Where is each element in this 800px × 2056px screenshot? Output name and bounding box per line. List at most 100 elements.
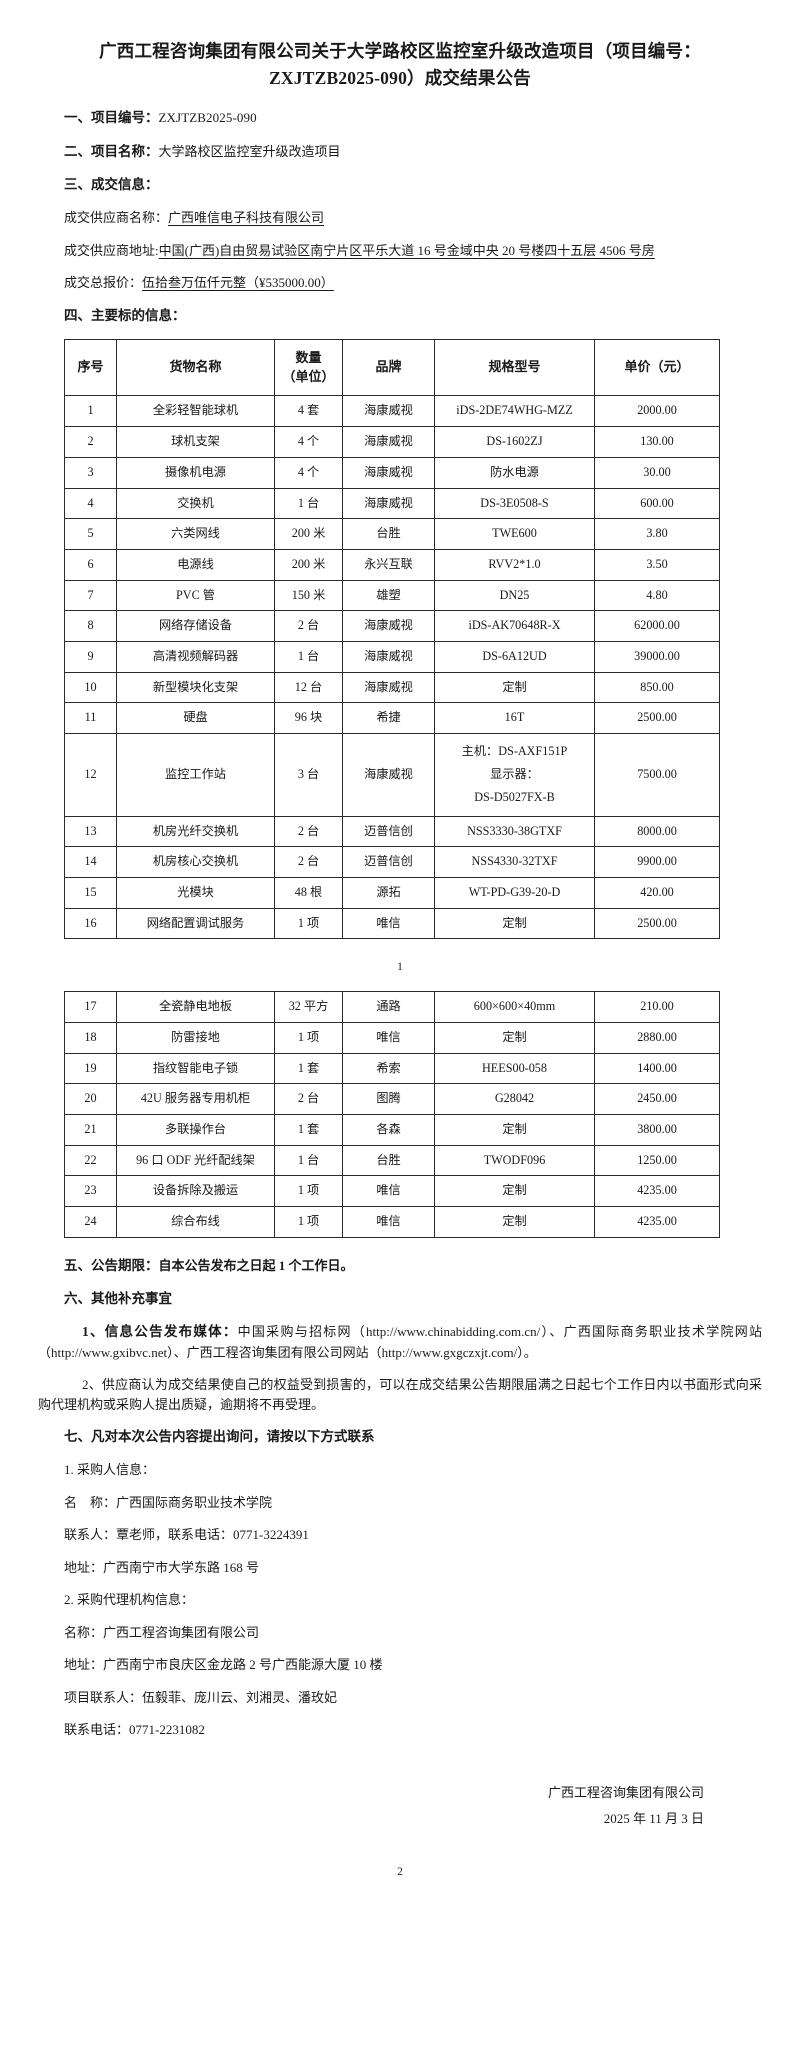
cell-spec: DS-6A12UD <box>434 640 595 673</box>
cell-no: 12 <box>64 733 117 817</box>
cell-name: 电源线 <box>116 548 275 581</box>
table-row: 15 光模块 48 根源拓 WT-PD-G39-20-D 420.00 <box>64 876 720 909</box>
supplier-address-line: 成交供应商地址:中国(广西)自由贸易试验区南宁片区平乐大道 16 号金域中央 2… <box>38 241 762 261</box>
cell-spec: TWE600 <box>434 518 595 550</box>
buyer-address-line: 地址：广西南宁市大学东路 168 号 <box>64 1559 260 1575</box>
agency-phone-line: 联系电话：0771-2231082 <box>64 1722 205 1738</box>
cell-name: 多联操作台 <box>116 1114 275 1146</box>
table-row: 4 交换机 1 台海康威视 DS-3E0508-S 600.00 <box>64 487 720 520</box>
cell-name: 全彩轻智能球机 <box>116 395 275 428</box>
table-row: 18 防雷接地 1 项唯信 定制 2880.00 <box>64 1021 720 1054</box>
buyer-name-label: 名 称： <box>64 1494 117 1510</box>
table-row: 8 网络存储设备 2 台海康威视 iDS-AK70648R-X 62000.00 <box>64 610 720 642</box>
supplier-name-label: 成交供应商名称： <box>64 210 169 225</box>
cell-brand: 唯信 <box>342 1021 435 1054</box>
announcement-period-text: 自本公告发布之日起 1 个工作日。 <box>158 1257 354 1273</box>
supplier-address-value: 中国(广西)自由贸易试验区南宁片区平乐大道 16 号金域中央 20 号楼四十五层… <box>158 242 655 258</box>
cell-brand: 台胜 <box>342 518 435 550</box>
table-row: 19 指纹智能电子锁 1 套希索 HEES00-058 1400.00 <box>64 1052 720 1085</box>
table-row: 10 新型模块化支架 12 台海康威视 定制 850.00 <box>64 671 720 704</box>
table-header-row: 序号 货物名称 数量 （单位） 品牌 规格型号 单价（元） <box>64 338 720 397</box>
signature-block: 广西工程咨询集团有限公司 2025 年 11 月 3 日 <box>38 1780 762 1832</box>
total-price-line: 成交总报价：伍拾叁万伍仟元整（¥535000.00） <box>38 273 762 293</box>
cell-price: 62000.00 <box>594 610 720 642</box>
cell-name: 综合布线 <box>116 1206 275 1238</box>
cell-qty: 200 米 <box>274 548 343 581</box>
total-price-label: 成交总报价： <box>64 275 143 290</box>
cell-spec: 定制 <box>434 907 595 940</box>
page-number-1: 1 <box>397 961 403 974</box>
table-row: 23 设备拆除及搬运 1 项唯信 定制 4235.00 <box>64 1175 720 1208</box>
supplier-name-line: 成交供应商名称：广西唯信电子科技有限公司 <box>38 208 762 228</box>
cell-brand: 迈普信创 <box>342 846 435 878</box>
table-row: 3 摄像机电源 4 个海康威视 防水电源 30.00 <box>64 456 720 489</box>
cell-no: 17 <box>64 991 117 1023</box>
table-row: 16 网络配置调试服务 1 项唯信 定制 2500.00 <box>64 907 720 940</box>
cell-brand: 唯信 <box>342 907 435 940</box>
cell-spec: 防水电源 <box>434 456 595 489</box>
cell-no: 20 <box>64 1083 117 1116</box>
project-number-value: ZXJTZB2025-090 <box>158 110 257 126</box>
cell-price: 850.00 <box>594 671 720 704</box>
cell-name: 机房核心交换机 <box>116 846 275 878</box>
project-name-value: 大学路校区监控室升级改造项目 <box>158 143 341 159</box>
project-name-line: 二、项目名称：大学路校区监控室升级改造项目 <box>38 142 762 162</box>
table-row: 20 42U 服务器专用机柜 2 台图腾 G28042 2450.00 <box>64 1083 720 1116</box>
cell-qty: 1 台 <box>274 487 343 520</box>
cell-spec-line: 显示器： <box>490 767 539 782</box>
cell-no: 4 <box>64 487 117 520</box>
header-no: 序号 <box>64 338 117 397</box>
cell-name: PVC 管 <box>116 579 275 612</box>
cell-price: 4235.00 <box>594 1175 720 1208</box>
cell-brand: 希捷 <box>342 702 435 734</box>
table-row: 17 全瓷静电地板 32 平方 通路 600×600×40mm 210.00 <box>64 991 720 1023</box>
header-spec: 规格型号 <box>434 338 595 397</box>
agency-name-value: 广西工程咨询集团有限公司 <box>103 1624 260 1640</box>
project-number-line: 一、项目编号：ZXJTZB2025-090 <box>38 108 762 128</box>
announcement-period-label: 五、公告期限： <box>64 1257 159 1273</box>
cell-brand: 海康威视 <box>342 426 435 458</box>
cell-no: 1 <box>64 395 117 428</box>
cell-spec-line: 主机：DS-AXF151P <box>461 744 568 758</box>
cell-name: 网络配置调试服务 <box>116 907 275 940</box>
cell-brand: 海康威视 <box>342 610 435 642</box>
cell-price: 2880.00 <box>594 1021 720 1054</box>
cell-no: 19 <box>64 1052 117 1085</box>
cell-no: 15 <box>64 876 117 909</box>
signature-date: 2025 年 11 月 3 日 <box>603 1810 704 1826</box>
cell-qty: 4 个 <box>274 426 343 458</box>
cell-qty: 1 项 <box>274 907 343 940</box>
cell-name: 监控工作站 <box>116 733 275 817</box>
cell-no: 22 <box>64 1144 117 1177</box>
cell-name: 全瓷静电地板 <box>116 991 275 1023</box>
cell-qty: 4 套 <box>274 395 343 428</box>
challenge-policy-text: 2、供应商认为成交结果使自己的权益受到损害的，可以在成交结果公告期限届满之日起七… <box>38 1377 762 1412</box>
table-row: 12 监控工作站 3 台海康威视 主机：DS-AXF151P 显示器： DS-D5027F… <box>64 733 720 817</box>
table-row: 22 96 口 ODF 光纤配线架 1 台台胜 TWODF096 1250.00 <box>64 1144 720 1177</box>
cell-price: 39000.00 <box>594 640 720 673</box>
cell-no: 7 <box>64 579 117 612</box>
cell-qty: 1 项 <box>274 1021 343 1054</box>
cell-no: 23 <box>64 1175 117 1208</box>
cell-no: 6 <box>64 548 117 581</box>
cell-brand: 海康威视 <box>342 640 435 673</box>
cell-price: 2450.00 <box>594 1083 720 1116</box>
agency-subheading: 2. 采购代理机构信息： <box>64 1592 195 1608</box>
cell-qty: 2 台 <box>274 846 343 878</box>
cell-brand: 海康威视 <box>342 395 435 428</box>
cell-qty: 2 台 <box>274 610 343 642</box>
cell-spec: 定制 <box>434 1021 595 1054</box>
cell-price: 30.00 <box>594 456 720 489</box>
table-row: 14 机房核心交换机 2 台迈普信创 NSS4330-32TXF 9900.00 <box>64 846 720 878</box>
media-publication-label: 1、信息公告发布媒体： <box>82 1324 238 1340</box>
cell-no: 18 <box>64 1021 117 1054</box>
cell-no: 3 <box>64 456 117 489</box>
table-row: 9 高清视频解码器 1 台海康威视 DS-6A12UD 39000.00 <box>64 640 720 673</box>
supplier-name-value: 广西唯信电子科技有限公司 <box>168 210 325 225</box>
cell-no: 9 <box>64 640 117 673</box>
cell-no: 24 <box>64 1206 117 1238</box>
cell-brand: 海康威视 <box>342 671 435 704</box>
section-heading-award-info: 三、成交信息： <box>64 176 159 192</box>
cell-name: 球机支架 <box>116 426 275 458</box>
cell-no: 5 <box>64 518 117 550</box>
